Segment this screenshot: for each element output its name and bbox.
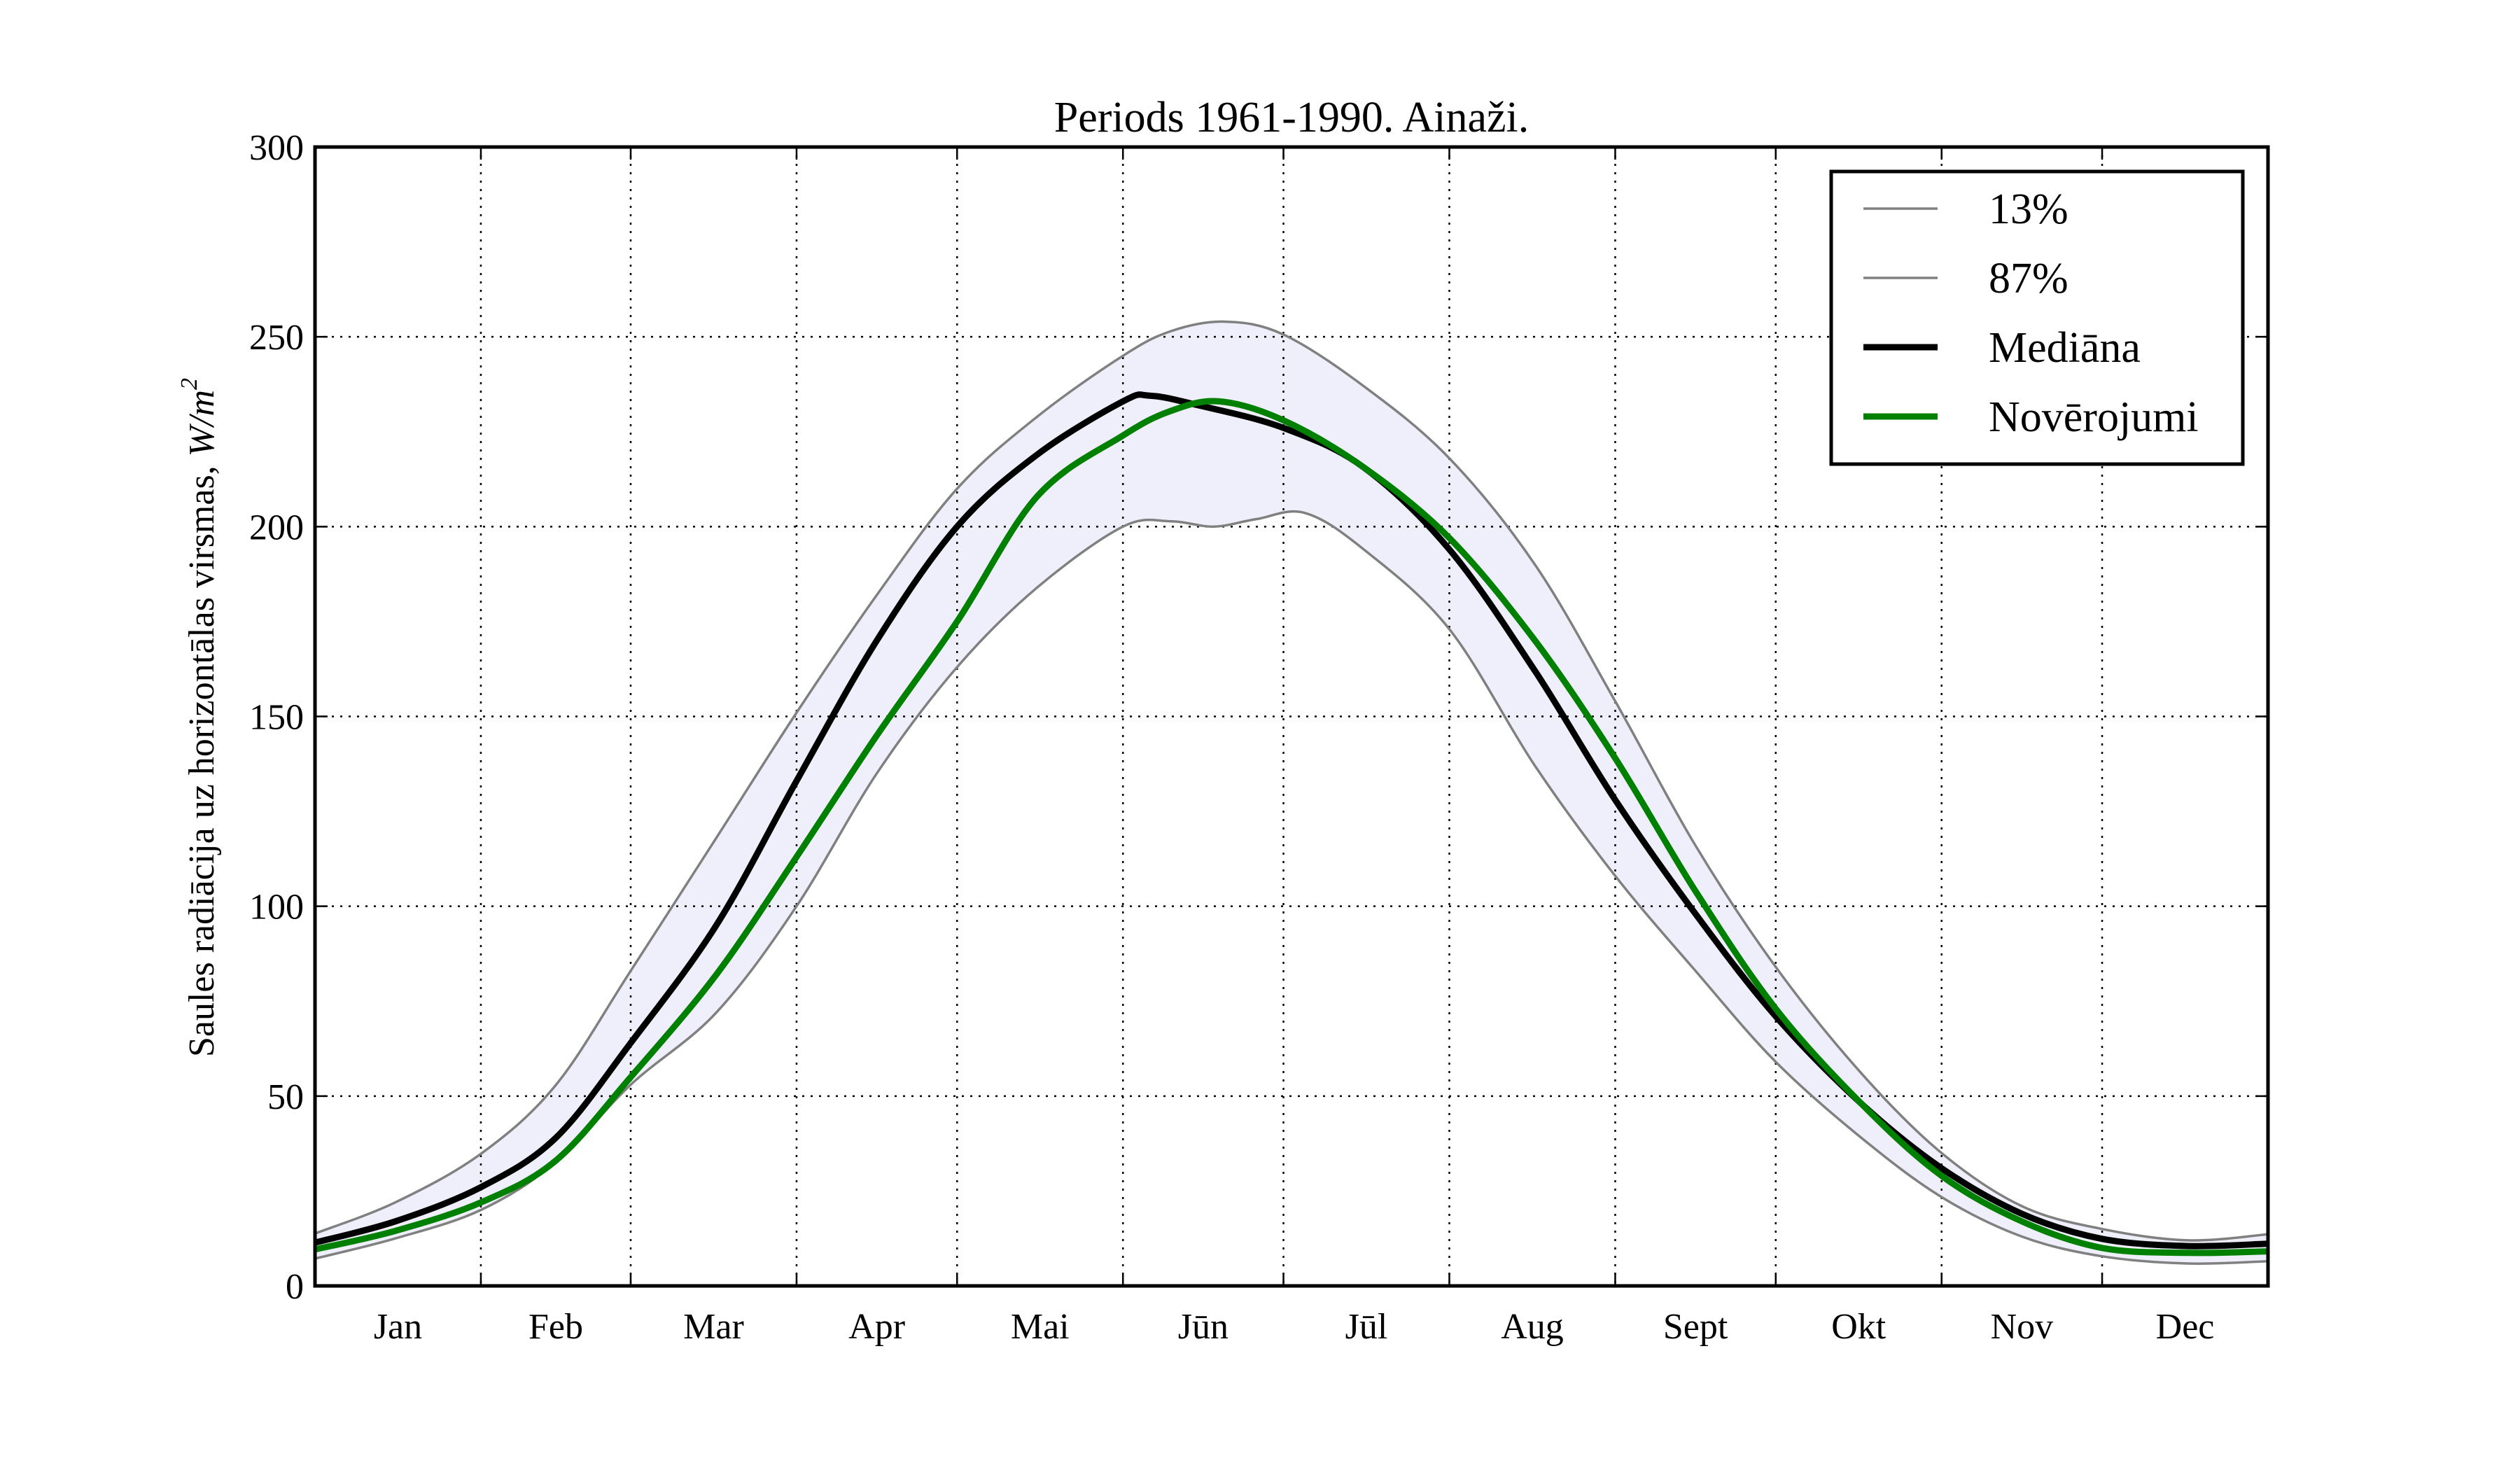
- chart-title: Periods 1961-1990. Ainaži.: [1054, 94, 1530, 141]
- percentile-band-fill: [315, 321, 2268, 1264]
- x-tick-label-month: Feb: [528, 1307, 583, 1347]
- x-tick-label-month: Jūl: [1345, 1307, 1388, 1347]
- x-tick-label-month: Mar: [683, 1307, 744, 1347]
- y-axis-label-unit: W/m: [182, 390, 222, 456]
- y-axis-label-text: Saules radiācija uz horizontālas virsmas…: [182, 456, 222, 1057]
- legend-items: 13% 87% Mediāna Novērojumi: [1863, 186, 2199, 441]
- series-line-nov-rojumi: [314, 398, 2269, 1256]
- x-tick-label-month: Sept: [1663, 1307, 1728, 1347]
- x-tick-label-month: Jan: [374, 1307, 422, 1347]
- legend-label: Mediāna: [1989, 324, 2141, 372]
- legend-label: Novērojumi: [1989, 393, 2199, 441]
- y-tick-label: 100: [249, 888, 304, 927]
- x-tick-label-month: Nov: [1991, 1307, 2054, 1347]
- x-tick-label-month: Mai: [1011, 1307, 1070, 1347]
- percentile-band-layer: [315, 321, 2268, 1264]
- axes-layer: [313, 145, 2270, 1288]
- y-tick-label: 300: [249, 128, 304, 168]
- tick-label-layer: 0 50 100 150 200 250 300 Jan Feb Mar Apr Mai Jūn Jūl A…: [249, 128, 2214, 1347]
- series-line-13: [314, 510, 2269, 1265]
- y-axis-label-exponent: 2: [176, 378, 202, 390]
- x-tick-label-month: Aug: [1501, 1307, 1564, 1347]
- y-tick-label: 200: [249, 507, 304, 547]
- series-line-87: [314, 320, 2269, 1242]
- y-tick-label: 50: [267, 1077, 304, 1117]
- y-tick-label: 0: [286, 1267, 304, 1307]
- x-tick-label-month: Okt: [1831, 1307, 1886, 1347]
- y-tick-label: 150: [249, 698, 304, 738]
- legend: 13% 87% Mediāna Novērojumi: [1829, 169, 2245, 466]
- x-tick-label-month: Apr: [848, 1307, 905, 1347]
- x-tick-label-month: Dec: [2156, 1307, 2215, 1347]
- y-tick-label: 250: [249, 318, 304, 358]
- legend-label: 13%: [1989, 186, 2068, 233]
- series-layer: [314, 320, 2269, 1265]
- legend-label: 87%: [1989, 255, 2068, 302]
- y-axis-label: Saules radiācija uz horizontālas virsmas…: [176, 378, 222, 1057]
- x-tick-label-month: Jūn: [1178, 1307, 1228, 1347]
